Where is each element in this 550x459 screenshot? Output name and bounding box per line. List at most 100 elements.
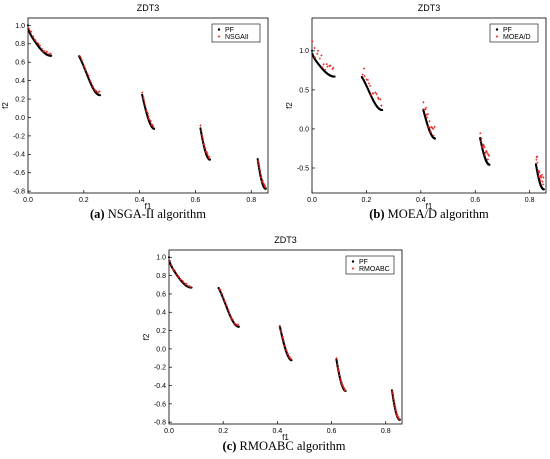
approx-point — [97, 91, 100, 94]
approx-point — [369, 84, 372, 87]
approx-point — [536, 155, 539, 158]
plot-frame — [168, 249, 403, 425]
approx-point — [542, 176, 545, 179]
approx-point — [539, 176, 543, 179]
pf-point — [290, 359, 293, 362]
approx-point — [98, 90, 101, 93]
approx-point — [225, 304, 228, 307]
pf-point — [26, 24, 30, 27]
approx-point — [168, 260, 171, 263]
approx-point — [432, 134, 435, 137]
approx-point — [392, 397, 395, 401]
y-tick-label: 0.8 — [15, 41, 25, 48]
approx-point — [393, 404, 396, 407]
legend-approx-marker — [351, 267, 355, 270]
y-tick-label: 1.0 — [15, 23, 25, 30]
approx-point — [206, 153, 209, 157]
approx-point — [482, 144, 485, 147]
approx-point — [428, 126, 432, 129]
x-tick-label: 0.0 — [307, 197, 317, 204]
y-tick-label: 0.4 — [15, 78, 25, 85]
legend-box — [489, 23, 539, 43]
approx-point — [27, 27, 30, 30]
approx-point — [49, 52, 52, 55]
approx-point — [344, 389, 347, 392]
legend-approx-marker — [217, 35, 221, 38]
chart-title: ZDT3 — [418, 3, 441, 13]
approx-point — [483, 146, 486, 149]
approx-point — [541, 180, 544, 183]
approx-point — [481, 145, 484, 148]
approx-point — [286, 353, 290, 356]
approx-point — [362, 67, 366, 70]
pf-point — [98, 94, 102, 97]
approx-point — [257, 163, 261, 166]
approx-point — [285, 348, 288, 352]
approx-point — [89, 79, 92, 82]
approx-point — [173, 270, 177, 273]
approx-point — [90, 81, 93, 85]
approx-point — [149, 120, 152, 123]
legend-pf-label: PF — [359, 259, 368, 266]
pf-point — [50, 54, 53, 57]
pf-point — [381, 108, 384, 112]
pf-point — [237, 325, 240, 328]
approx-point — [280, 330, 283, 334]
approx-point — [483, 153, 487, 157]
approx-point — [318, 57, 321, 60]
approx-point — [396, 415, 400, 418]
y-axis-label: f2 — [285, 102, 294, 109]
approx-point — [202, 143, 206, 146]
approx-point — [144, 104, 147, 107]
approx-point — [182, 281, 185, 284]
approx-point — [288, 355, 291, 359]
x-tick-label: 0.8 — [246, 197, 256, 204]
y-tick-label: 0.2 — [15, 96, 25, 103]
approx-point — [172, 268, 175, 271]
approx-point — [422, 101, 425, 104]
chart-title: ZDT3 — [137, 3, 160, 13]
y-tick-label: 0.0 — [156, 346, 166, 353]
y-tick-label: -0.4 — [154, 383, 166, 390]
approx-point — [79, 56, 82, 59]
approx-point — [392, 395, 395, 398]
y-tick-label: 1.0 — [156, 255, 166, 262]
approx-point — [311, 40, 314, 43]
approx-point — [83, 65, 86, 69]
legend-approx-marker — [495, 35, 499, 38]
legend-box — [211, 23, 261, 43]
approx-point — [479, 140, 483, 143]
approx-point — [321, 66, 324, 69]
approx-point — [259, 172, 262, 175]
x-tick-label: 0.4 — [135, 197, 145, 204]
panel-caption: (b) MOEA/D algorithm — [369, 207, 489, 221]
approx-point — [339, 377, 342, 380]
approx-point — [231, 318, 235, 321]
y-tick-label: -0.6 — [13, 170, 25, 177]
x-tick-label: 0.2 — [362, 197, 372, 204]
approx-point — [36, 41, 39, 45]
x-axis-label: f1 — [426, 202, 433, 211]
approx-point — [324, 68, 327, 71]
approx-point — [428, 120, 431, 123]
approx-point — [341, 384, 344, 388]
approx-point — [185, 282, 188, 285]
legend-box — [345, 255, 395, 275]
approx-point — [340, 380, 343, 383]
legend-pf-label: PF — [225, 27, 234, 34]
approx-point — [152, 126, 155, 129]
approx-point — [341, 383, 344, 386]
legend-approx-label: NSGAII — [225, 34, 249, 41]
x-tick-label: 0.6 — [470, 197, 480, 204]
approx-point — [263, 184, 266, 187]
approx-point — [433, 125, 436, 128]
legend-pf-marker — [495, 28, 499, 31]
approx-point — [424, 106, 428, 109]
x-tick-label: 0.4 — [273, 428, 283, 435]
approx-point — [200, 134, 204, 137]
approx-point — [337, 368, 340, 371]
y-tick-label: 0.8 — [156, 273, 166, 280]
pf-point — [167, 256, 171, 259]
approx-point — [398, 417, 401, 420]
approx-point — [391, 392, 394, 395]
